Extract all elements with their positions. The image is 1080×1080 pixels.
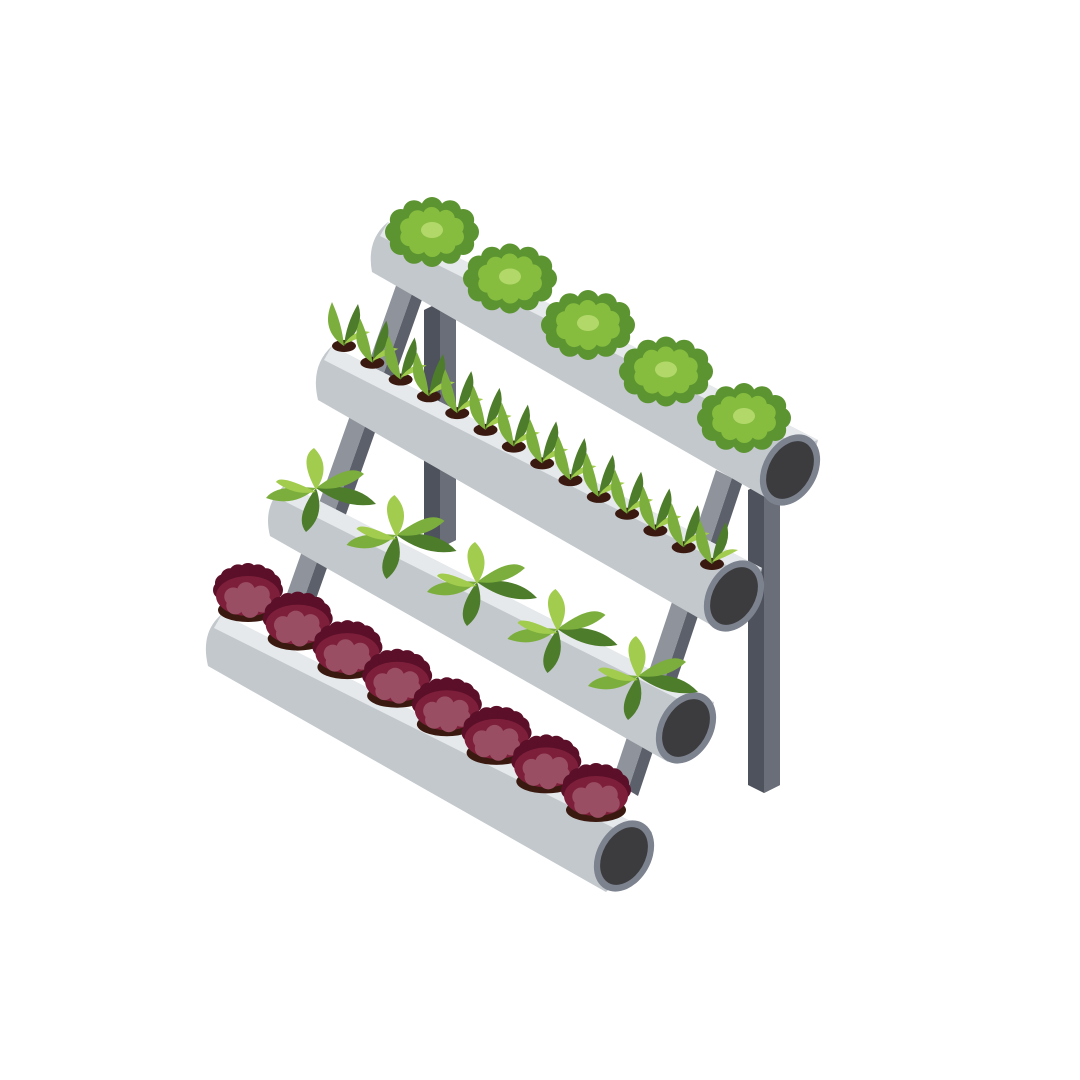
rear-post-right-face xyxy=(764,482,780,793)
red-leaf-lettuce-plant xyxy=(411,677,482,737)
seedling-sprout-plant xyxy=(356,318,399,369)
leafy-green-plant xyxy=(266,448,376,532)
seedling-sprout-plant xyxy=(696,520,738,570)
seedling-sprout-plant xyxy=(667,503,710,554)
red-leaf-lettuce-plant xyxy=(213,563,283,622)
red-leaf-lettuce-plant xyxy=(262,591,333,651)
pipe-second-end-hole xyxy=(710,567,758,625)
pipe-third-body xyxy=(268,484,714,762)
leafy-green-plant xyxy=(507,589,618,673)
plants-leafy-greens xyxy=(266,448,698,720)
plants-red-leaf-lettuce xyxy=(213,563,631,822)
pipe-third-end-hole xyxy=(662,699,710,757)
pipe-bottom-end-hole xyxy=(600,827,648,885)
red-leaf-lettuce-plant xyxy=(561,763,631,822)
plants-seedling-sprouts xyxy=(328,302,738,570)
plants-butterhead-lettuce xyxy=(385,197,791,453)
butterhead-lettuce-plant xyxy=(697,383,791,453)
red-leaf-lettuce-plant xyxy=(461,705,532,765)
leafy-green-plant xyxy=(588,636,698,720)
butterhead-lettuce-plant xyxy=(385,197,479,267)
seedling-sprout-plant xyxy=(441,369,484,420)
red-leaf-lettuce-plant xyxy=(312,620,383,680)
seedling-sprout-plant xyxy=(412,352,455,403)
butterhead-lettuce-plant xyxy=(619,336,713,407)
pipe-bottom-body xyxy=(205,614,652,892)
butterhead-lettuce-plant xyxy=(463,243,557,314)
butterhead-lettuce-plant xyxy=(541,290,635,360)
red-leaf-lettuce-plant xyxy=(362,648,433,708)
pipe-top-end-hole xyxy=(766,441,814,499)
leafy-green-plant xyxy=(427,542,537,626)
red-leaf-lettuce-plant xyxy=(511,734,582,794)
leafy-green-plant xyxy=(346,495,457,579)
pipe-second-body xyxy=(315,346,762,628)
